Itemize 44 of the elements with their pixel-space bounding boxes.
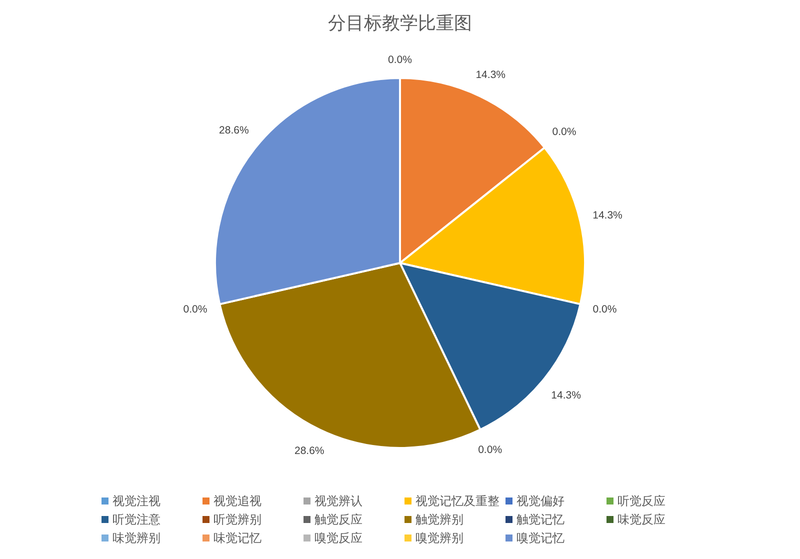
legend-label: 味觉反应 bbox=[618, 512, 666, 526]
data-label: 28.6% bbox=[294, 445, 324, 458]
legend-label: 嗅觉记忆 bbox=[516, 531, 564, 545]
legend-label: 听觉辨别 bbox=[214, 512, 262, 526]
legend-item: 视觉记忆及重整 bbox=[404, 494, 500, 508]
chart-title: 分目标教学比重图 bbox=[328, 13, 472, 33]
legend-label: 味觉记忆 bbox=[214, 531, 262, 545]
legend-item: 嗅觉记忆 bbox=[506, 531, 564, 545]
legend-label: 触觉记忆 bbox=[516, 512, 564, 526]
legend-item: 触觉辨别 bbox=[404, 512, 464, 526]
text: 0.0% bbox=[388, 54, 412, 66]
legend-label: 味觉辨别 bbox=[112, 531, 160, 545]
data-label: 14.3% bbox=[551, 389, 581, 402]
legend-label: 听觉注意 bbox=[112, 512, 160, 526]
legend-label: 视觉偏好 bbox=[516, 494, 564, 508]
legend-item: 视觉辨认 bbox=[304, 494, 362, 508]
legend-item: 味觉反应 bbox=[606, 512, 666, 526]
text: 0.0% bbox=[478, 444, 502, 456]
legend-label: 听觉反应 bbox=[618, 494, 666, 508]
legend-item: 嗅觉反应 bbox=[304, 531, 362, 545]
legend-label: 嗅觉反应 bbox=[314, 531, 362, 545]
data-label: 14.3% bbox=[592, 210, 622, 222]
legend-item: 嗅觉辨别 bbox=[404, 531, 464, 545]
legend-item: 视觉注视 bbox=[102, 494, 160, 508]
legend-item: 味觉辨别 bbox=[102, 531, 160, 545]
legend-item: 触觉记忆 bbox=[506, 512, 564, 526]
legend-item: 味觉记忆 bbox=[202, 531, 262, 545]
legend-item: 视觉追视 bbox=[202, 494, 262, 508]
legend-label: 视觉追视 bbox=[214, 494, 262, 508]
legend-label: 嗅觉辨别 bbox=[416, 531, 464, 545]
legend-item: 触觉反应 bbox=[304, 512, 362, 526]
legend-label: 视觉辨认 bbox=[314, 494, 362, 508]
legend-item: 听觉反应 bbox=[606, 494, 666, 508]
legend-item: 听觉注意 bbox=[102, 512, 160, 526]
text: 0.0% bbox=[592, 304, 617, 316]
legend-label: 视觉注视 bbox=[112, 494, 160, 508]
legend-item: 听觉辨别 bbox=[202, 512, 262, 526]
legend-label: 触觉反应 bbox=[314, 512, 362, 526]
legend-label: 触觉辨别 bbox=[416, 512, 464, 526]
legend-item: 视觉偏好 bbox=[506, 494, 564, 508]
data-label: 14.3% bbox=[476, 68, 506, 81]
text: 0.0% bbox=[552, 126, 576, 138]
data-label: 28.6% bbox=[219, 124, 249, 137]
text: 0.0% bbox=[183, 304, 208, 316]
